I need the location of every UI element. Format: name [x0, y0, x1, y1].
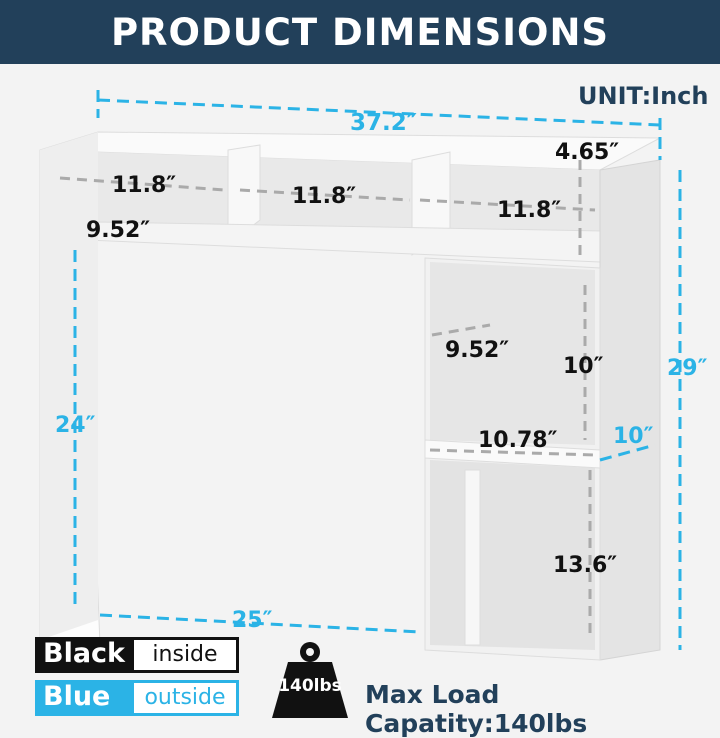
cubby-width-2-label: 11.8″	[292, 184, 357, 209]
page-title: PRODUCT DIMENSIONS	[0, 0, 720, 64]
leg-span-label: 25″	[232, 608, 273, 633]
legend-value-inside: inside	[134, 640, 236, 670]
side-shelf-width-label: 10.78″	[478, 428, 558, 453]
unit-label: UNIT:Inch	[578, 82, 709, 110]
legend-value-outside: outside	[134, 683, 236, 713]
legend-outside: Blue outside	[35, 680, 239, 716]
side-shelf-depth-label: 9.52″	[445, 338, 510, 363]
cubby-width-3-label: 11.8″	[497, 198, 562, 223]
leg-height-label: 24″	[55, 413, 96, 438]
max-load-text: Max Load Capatity:140lbs	[365, 680, 588, 738]
side-shelf-height-label: 10″	[563, 354, 604, 379]
top-depth-label: 4.65″	[555, 140, 620, 165]
bottom-height-label: 13.6″	[553, 553, 618, 578]
overall-height-label: 29″	[667, 356, 708, 381]
right-cabinet-shelf	[424, 439, 601, 469]
legend-key-black: Black	[43, 638, 126, 669]
legend-inside: Black inside	[35, 637, 239, 673]
weight-icon: 140lbs	[272, 640, 348, 718]
outside-dimension-lines	[73, 90, 682, 650]
right-cabinet-divider	[464, 469, 481, 646]
cubby-width-1-label: 11.8″	[112, 173, 177, 198]
legend-key-blue: Blue	[43, 681, 111, 712]
cubby-divider-1	[227, 144, 261, 247]
inside-dimension-lines	[59, 160, 596, 640]
left-leg-side	[40, 132, 98, 640]
weight-label: 140lbs	[278, 676, 342, 696]
right-end-panel	[599, 159, 661, 661]
overall-width-label: 37.2″	[350, 110, 418, 136]
cubby-depth-label: 9.52″	[86, 218, 151, 243]
right-cabinet-back	[430, 262, 595, 445]
desk-shelf-illustration	[39, 90, 682, 661]
overall-depth-label: 10″	[613, 424, 654, 449]
